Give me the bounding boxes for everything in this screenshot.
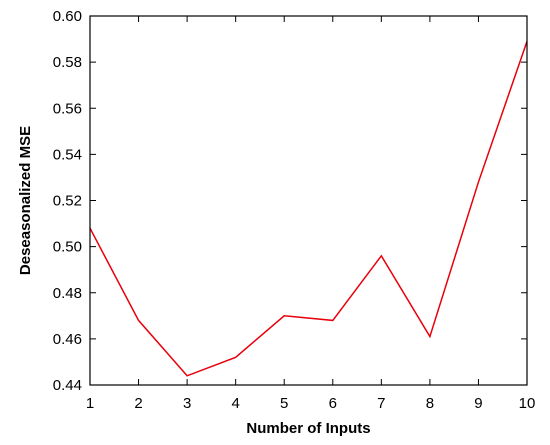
x-tick-label: 3	[183, 395, 191, 412]
series-line	[89, 41, 528, 377]
y-tick-label: 0.58	[53, 54, 82, 71]
y-tick-label: 0.52	[53, 193, 82, 210]
x-tick-label: 9	[474, 395, 482, 412]
x-tick-label: 1	[86, 395, 94, 412]
y-axis-title: Deseasonalized MSE	[17, 126, 34, 275]
y-tick-label: 0.48	[53, 285, 82, 302]
x-tick-label: 6	[329, 395, 337, 412]
y-tick-label: 0.50	[53, 239, 82, 256]
y-tick-label: 0.56	[53, 100, 82, 117]
y-tick-label: 0.44	[53, 377, 82, 394]
x-tick-label: 7	[377, 395, 385, 412]
ticks-layer	[89, 15, 528, 386]
x-tick-label: 8	[426, 395, 434, 412]
x-tick-label: 4	[231, 395, 239, 412]
x-tick-label: 2	[134, 395, 142, 412]
x-tick-label: 5	[280, 395, 288, 412]
y-tick-label: 0.60	[53, 8, 82, 25]
x-axis-title: Number of Inputs	[246, 420, 370, 437]
y-tick-label: 0.46	[53, 331, 82, 348]
x-tick-label: 10	[519, 395, 536, 412]
tick-labels-layer: 1 2 3 4 5 6 7 8 9 10 0.44 0.46 0.48 0.50 0.52 0.54 0.56 0…	[53, 8, 536, 412]
plot-frame	[89, 15, 528, 386]
y-tick-label: 0.54	[53, 146, 82, 163]
